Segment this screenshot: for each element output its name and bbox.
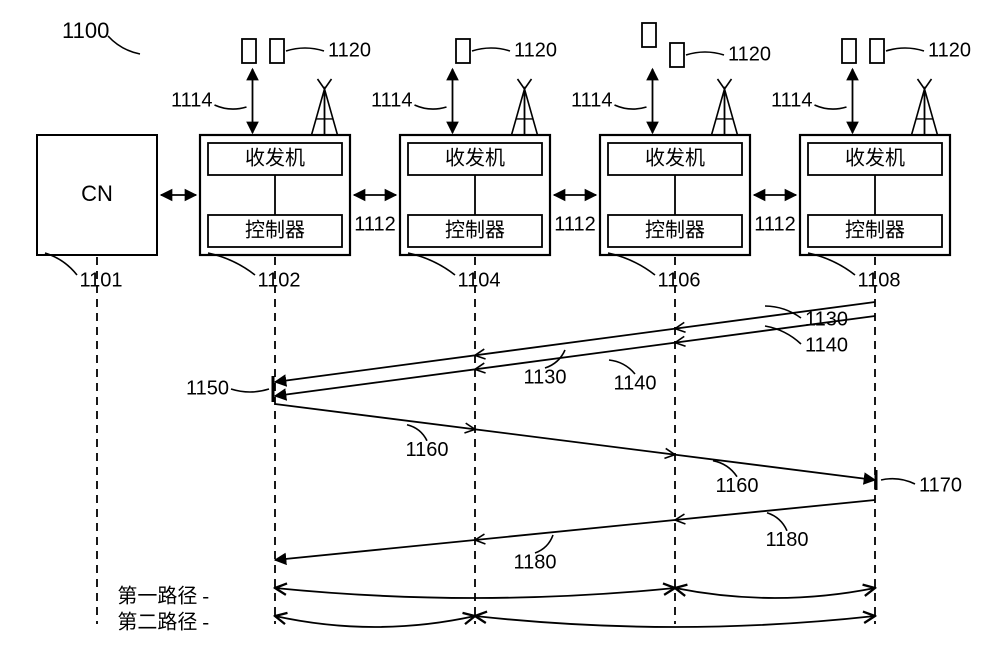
- svg-text:控制器: 控制器: [645, 219, 705, 242]
- svg-text:CN: CN: [81, 181, 113, 206]
- svg-text:1170: 1170: [919, 474, 962, 496]
- svg-text:1102: 1102: [257, 269, 300, 291]
- svg-text:控制器: 控制器: [245, 219, 305, 242]
- svg-text:1114: 1114: [571, 89, 613, 111]
- svg-text:收发机: 收发机: [645, 147, 705, 170]
- svg-text:1114: 1114: [371, 89, 413, 111]
- svg-text:1130: 1130: [523, 366, 566, 388]
- svg-text:1180: 1180: [513, 551, 556, 573]
- svg-text:第一路径 -: 第一路径 -: [117, 585, 209, 608]
- svg-text:1112: 1112: [754, 213, 796, 235]
- svg-text:1114: 1114: [171, 89, 213, 111]
- svg-text:1104: 1104: [457, 269, 500, 291]
- svg-text:1180: 1180: [765, 529, 808, 551]
- svg-text:1120: 1120: [514, 39, 557, 61]
- svg-text:1160: 1160: [715, 475, 758, 497]
- svg-text:1140: 1140: [805, 334, 848, 356]
- svg-text:1112: 1112: [554, 213, 596, 235]
- station-s4: 收发机控制器: [800, 135, 950, 255]
- svg-text:控制器: 控制器: [445, 219, 505, 242]
- svg-text:收发机: 收发机: [445, 147, 505, 170]
- svg-text:第二路径 -: 第二路径 -: [117, 611, 209, 634]
- svg-text:1101: 1101: [79, 269, 122, 291]
- svg-text:1108: 1108: [857, 269, 900, 291]
- svg-text:1112: 1112: [354, 213, 396, 235]
- svg-text:1130: 1130: [805, 308, 848, 330]
- svg-text:1120: 1120: [728, 43, 771, 65]
- svg-text:1114: 1114: [771, 89, 813, 111]
- svg-text:收发机: 收发机: [845, 147, 905, 170]
- svg-text:1100: 1100: [62, 18, 109, 43]
- svg-text:1160: 1160: [405, 439, 448, 461]
- svg-text:1150: 1150: [186, 377, 229, 399]
- station-s1: 收发机控制器: [200, 135, 350, 255]
- svg-text:1106: 1106: [657, 269, 700, 291]
- station-s3: 收发机控制器: [600, 135, 750, 255]
- svg-text:1120: 1120: [928, 39, 971, 61]
- svg-text:收发机: 收发机: [245, 147, 305, 170]
- svg-text:1140: 1140: [613, 372, 656, 394]
- svg-text:控制器: 控制器: [845, 219, 905, 242]
- svg-text:1120: 1120: [328, 39, 371, 61]
- station-s2: 收发机控制器: [400, 135, 550, 255]
